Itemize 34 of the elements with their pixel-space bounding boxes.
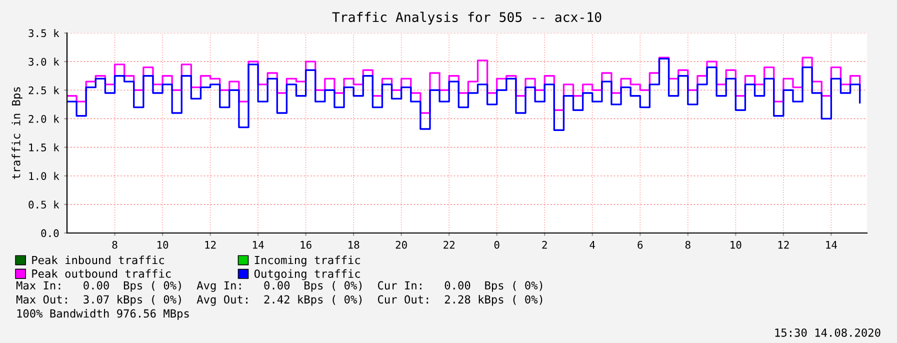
legend-label: Peak outbound traffic xyxy=(32,269,171,278)
y-tick-label: 2.0 k xyxy=(28,114,60,123)
x-tick-label: 14 xyxy=(253,241,264,249)
x-tick-label: 14 xyxy=(826,241,837,249)
x-tick-label: 8 xyxy=(685,240,690,249)
y-tick-label: 3.5 k xyxy=(28,29,60,38)
x-tick-label: 2 xyxy=(542,240,547,249)
x-tick-label: 10 xyxy=(158,240,168,249)
y-tick-label: 2.5 k xyxy=(28,86,60,94)
y-tick-label: 0.0 xyxy=(41,229,59,238)
y-tick-label: 3.0 k xyxy=(28,58,60,66)
x-tick-label: 20 xyxy=(396,240,407,249)
x-tick-label: 4 xyxy=(590,241,596,249)
x-tick-label: 8 xyxy=(112,240,118,249)
y-tick-label: 1.0 k xyxy=(29,172,60,180)
y-axis-title: traffic in Bps xyxy=(12,87,22,180)
text: Max Out: 3.07 kBps ( 0%) Avg Out: 2.42 kBps ( 0%) Cur Out: 2.28 kBps ( 0%) xyxy=(16,295,542,306)
text: 100% Bandwidth 976.56 MBps xyxy=(17,309,189,320)
text: Max In: 0.00 Bps ( 0%) Avg In: 0.00 Bps ( 0%) Cur In: 0.00 Bps ( 0%) xyxy=(16,281,542,292)
x-tick-label: 0 xyxy=(494,240,500,249)
y-tick-label: 1.5 k xyxy=(29,143,60,152)
x-tick-label: 12 xyxy=(205,240,216,249)
text: 15:30 14.08.2020 xyxy=(775,328,880,337)
legend-label: Outgoing traffic xyxy=(254,269,360,280)
x-tick-label: 6 xyxy=(638,240,643,249)
x-tick-label: 16 xyxy=(300,240,312,249)
x-tick-label: 10 xyxy=(730,240,742,249)
x-tick-label: 18 xyxy=(348,240,360,249)
x-tick-label: 12 xyxy=(778,240,789,249)
x-tick-label: 22 xyxy=(444,240,454,249)
y-tick-label: 0.5 k xyxy=(28,200,60,209)
legend-label: Peak inbound traffic xyxy=(32,256,164,264)
chart-title: Traffic Analysis for 505 -- acx-10 xyxy=(332,12,602,25)
legend-label: Incoming traffic xyxy=(254,256,360,266)
